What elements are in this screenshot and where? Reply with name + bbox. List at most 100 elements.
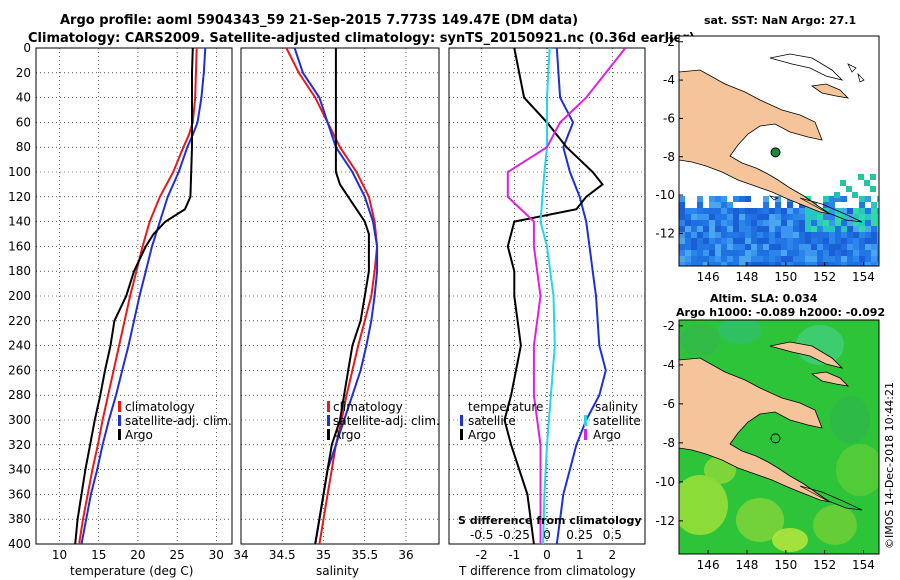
sst-cell	[721, 220, 727, 226]
sst-cell	[847, 208, 853, 214]
sst-cell	[685, 250, 691, 256]
sst-cell	[787, 226, 793, 232]
salinity-line-climatology	[285, 48, 379, 544]
map-x-tick-label: 148	[736, 558, 759, 572]
sst-cell	[865, 256, 871, 262]
sst-cell	[709, 208, 715, 214]
sst-cell	[709, 220, 715, 226]
legend-swatch	[118, 401, 121, 412]
sst-cell	[859, 238, 865, 244]
temperature-xlabel: temperature (deg C)	[70, 564, 193, 578]
new-britain-shape-2	[810, 371, 850, 387]
sst-cell	[715, 196, 721, 202]
sst-cell	[829, 202, 835, 208]
sst-cell	[793, 250, 799, 256]
s-tick-label: -0.5	[470, 528, 493, 542]
map-y-tick-label: -10	[655, 188, 675, 202]
sst-cell	[715, 250, 721, 256]
sst-cell	[703, 220, 709, 226]
sst-cell	[739, 238, 745, 244]
depth-tick-label: 180	[8, 264, 31, 278]
sst-cell	[799, 262, 805, 266]
sst-cell	[841, 250, 847, 256]
sst-cell	[865, 226, 871, 232]
sst-cell	[757, 238, 763, 244]
difference-panel: -2 -1 0 1 2 -0.5 -0.25 0 0.25 0.5 S difference fr…	[448, 47, 646, 578]
sst-cell	[871, 208, 877, 214]
sst-cell	[727, 250, 733, 256]
salinity-tick-label: 34.5	[269, 548, 296, 562]
sst-cell	[877, 232, 879, 238]
sst-cell	[703, 226, 709, 232]
sst-cell	[703, 208, 709, 214]
s-tick-label: -0.25	[499, 528, 530, 542]
depth-tick-label: 80	[16, 140, 31, 154]
sst-cell	[793, 238, 799, 244]
sst-cell	[709, 214, 715, 220]
salinity-tick-labels: 34 34.5 35 35.5 36	[233, 548, 413, 562]
sst-cell	[799, 250, 805, 256]
louisiade-outline	[799, 197, 863, 223]
map-y-tick-label: -8	[663, 150, 675, 164]
sst-cell	[871, 262, 877, 266]
sst-cell	[679, 226, 685, 232]
sst-cell	[871, 202, 877, 208]
depth-tick-label: 300	[8, 413, 31, 427]
sst-cell	[685, 238, 691, 244]
argo-position-marker	[770, 147, 781, 158]
depth-tick-label: 20	[16, 66, 31, 80]
sst-cell	[853, 220, 859, 226]
sst-cell	[823, 214, 829, 220]
sst-cell	[679, 214, 685, 220]
sst-cell	[823, 250, 829, 256]
legend-swatch	[327, 429, 330, 440]
sst-cell	[787, 232, 793, 238]
t-tick-label: 0	[543, 548, 551, 562]
t-tick-label: 1	[576, 548, 584, 562]
png-mainland-shape	[679, 69, 831, 215]
new-ireland-outline	[769, 53, 844, 81]
depth-tick-label: 40	[16, 91, 31, 105]
t-tick-label: -2	[476, 548, 488, 562]
sst-cell	[739, 256, 745, 262]
sst-cell	[781, 220, 787, 226]
sst-cell	[823, 220, 829, 226]
sst-cell	[745, 220, 751, 226]
sst-cell	[853, 238, 859, 244]
sst-cell	[829, 256, 835, 262]
sst-cell	[841, 220, 847, 226]
sst-cell	[787, 202, 793, 208]
sst-cell	[805, 250, 811, 256]
sst-heatmap-cells	[679, 174, 879, 266]
map-y-tick-label: -12	[655, 514, 675, 528]
sst-cell	[721, 208, 727, 214]
depth-tick-label: 0	[23, 41, 31, 55]
sst-cell	[829, 232, 835, 238]
salinity-series	[285, 48, 379, 544]
sst-cell	[775, 196, 781, 202]
sst-cell	[703, 262, 709, 266]
sst-cell	[685, 208, 691, 214]
temperature-tick-label: 30	[209, 548, 224, 562]
sst-map-panel: sat. SST: NaN Argo: 27.1 146 148 150 152 154…	[655, 14, 880, 284]
sst-cell	[871, 214, 877, 220]
map-x-tick-label: 154	[852, 558, 875, 572]
sst-cell	[775, 262, 781, 266]
sst-cell	[715, 256, 721, 262]
new-britain-shape	[810, 83, 850, 99]
sst-cell	[727, 232, 733, 238]
sst-cell	[733, 250, 739, 256]
sst-cell	[859, 226, 865, 232]
sst-cell	[751, 226, 757, 232]
sst-cell	[757, 262, 763, 266]
sst-cell	[739, 226, 745, 232]
sla-blob	[813, 505, 857, 545]
sla-map-title: Altim. SLA: 0.034	[710, 292, 818, 305]
legend-label: climatology	[125, 400, 195, 414]
sst-cell	[811, 232, 817, 238]
sst-cell	[727, 208, 733, 214]
sst-cell	[841, 256, 847, 262]
sst-cell	[709, 256, 715, 262]
legend-label: Argo	[468, 428, 496, 442]
